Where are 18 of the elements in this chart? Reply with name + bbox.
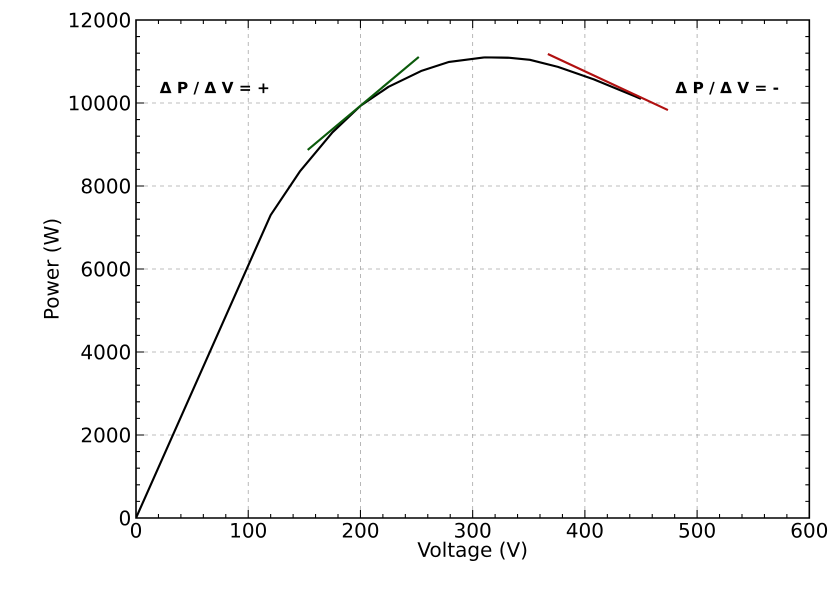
y-tick-label: 4000 (81, 344, 130, 360)
y-axis-title: Power (W) (43, 220, 62, 318)
x-tick-label: 600 (792, 522, 828, 538)
y-tick-label: 12000 (70, 12, 130, 28)
annotation: Δ P / Δ V = - (675, 82, 778, 95)
x-tick-label: 200 (342, 522, 378, 538)
x-axis-title: Voltage (V) (417, 542, 526, 561)
x-tick-label: 300 (455, 522, 490, 538)
y-tick-label: 2000 (82, 427, 130, 443)
annotation: Δ P / Δ V = + (160, 82, 268, 95)
y-tick-label: 10000 (70, 95, 130, 111)
x-tick-label: 400 (566, 522, 603, 538)
x-tick-label: 0 (130, 522, 142, 538)
y-tick-label: 0 (120, 510, 130, 526)
y-tick-label: 6000 (82, 261, 130, 277)
y-tick-label: 8000 (82, 178, 130, 194)
x-tick-label: 100 (231, 522, 266, 538)
x-tick-label: 500 (680, 522, 715, 538)
